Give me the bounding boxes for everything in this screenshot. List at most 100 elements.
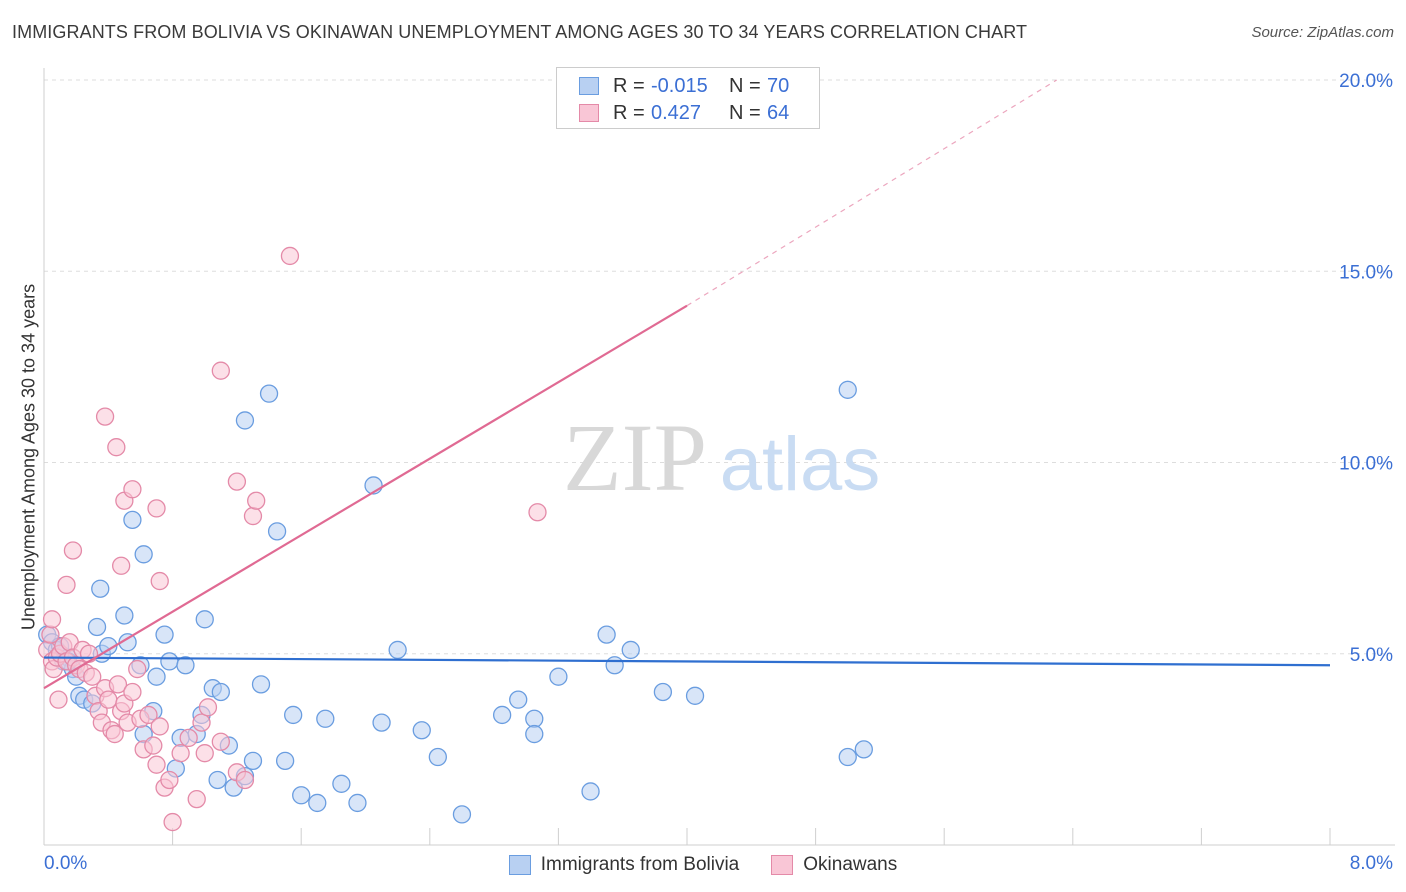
data-point bbox=[107, 438, 126, 457]
data-point bbox=[211, 732, 230, 751]
legend-row-okinawans: R = 0.427 N = 64 bbox=[579, 100, 789, 126]
data-point bbox=[259, 384, 279, 403]
y-axis-label: Unemployment Among Ages 30 to 34 years bbox=[18, 283, 39, 631]
data-point bbox=[428, 747, 447, 767]
data-point bbox=[581, 782, 600, 801]
data-point bbox=[195, 744, 214, 763]
watermark-zip: ZIP bbox=[563, 404, 707, 511]
data-point bbox=[854, 740, 873, 759]
data-point bbox=[275, 751, 295, 770]
data-point bbox=[115, 606, 134, 625]
axes bbox=[43, 68, 1395, 846]
trend-line-bolivia bbox=[43, 656, 1331, 667]
data-point bbox=[83, 667, 102, 686]
data-point bbox=[139, 705, 158, 725]
legend-item-okinawans[interactable]: Okinawans bbox=[771, 854, 897, 876]
x-tick-label: 0.0% bbox=[44, 853, 87, 874]
data-point bbox=[284, 705, 303, 725]
data-point bbox=[91, 579, 110, 598]
data-point bbox=[332, 774, 351, 793]
data-point bbox=[160, 770, 179, 790]
data-point bbox=[108, 675, 128, 694]
data-point bbox=[150, 717, 169, 736]
data-point bbox=[292, 786, 311, 805]
r-value-bolivia: -0.015 bbox=[651, 74, 708, 97]
data-point bbox=[144, 736, 163, 755]
data-point bbox=[621, 640, 640, 660]
data-point bbox=[251, 675, 271, 694]
n-label: N = bbox=[729, 74, 761, 97]
legend-swatch-bolivia bbox=[579, 77, 599, 95]
y-tick-label: 20.0% bbox=[1339, 71, 1393, 92]
trend-line-okinawans-extension bbox=[686, 79, 1058, 307]
data-point bbox=[79, 644, 99, 663]
data-point bbox=[316, 709, 335, 728]
data-point bbox=[163, 812, 182, 832]
y-tick-label: 10.0% bbox=[1339, 454, 1393, 475]
data-point bbox=[155, 625, 174, 644]
data-point bbox=[192, 713, 211, 732]
legend-item-bolivia[interactable]: Immigrants from Bolivia bbox=[508, 854, 740, 876]
data-point bbox=[509, 690, 528, 709]
data-point bbox=[95, 407, 115, 426]
correlation-legend: R = -0.015 N = 70 R = 0.427 N = 64 bbox=[556, 67, 820, 129]
data-point bbox=[280, 246, 300, 266]
axis-tick-labels: 5.0% 10.0% 15.0% 20.0% 0.0% 8.0% bbox=[44, 71, 1393, 874]
data-point bbox=[195, 610, 214, 629]
data-point bbox=[211, 682, 230, 702]
data-point bbox=[372, 713, 391, 732]
data-point bbox=[412, 721, 431, 740]
data-point bbox=[147, 755, 166, 774]
watermark: ZIP atlas bbox=[563, 404, 880, 511]
data-point bbox=[128, 659, 147, 679]
data-point bbox=[227, 472, 247, 491]
data-point bbox=[87, 617, 107, 637]
data-point bbox=[49, 690, 68, 709]
data-point bbox=[150, 571, 169, 591]
data-point bbox=[42, 610, 62, 629]
x-tick-label: 8.0% bbox=[1350, 853, 1393, 874]
data-point bbox=[179, 728, 198, 748]
data-point bbox=[112, 556, 131, 575]
y-tick-label: 5.0% bbox=[1350, 645, 1393, 666]
data-point bbox=[105, 724, 124, 744]
n-value-bolivia: 70 bbox=[767, 74, 790, 97]
data-point bbox=[243, 506, 263, 526]
legend-row-bolivia: R = -0.015 N = 70 bbox=[579, 73, 789, 99]
data-point bbox=[123, 682, 142, 702]
legend-label-okinawans: Okinawans bbox=[803, 854, 898, 875]
data-point bbox=[208, 770, 227, 790]
n-label: N = bbox=[729, 101, 761, 124]
trend-line-okinawans bbox=[43, 304, 688, 690]
data-point bbox=[147, 667, 166, 686]
source-label: Source: ZipAtlas.com bbox=[1251, 24, 1394, 41]
data-point bbox=[525, 709, 544, 728]
r-value-okinawans: 0.427 bbox=[651, 101, 702, 124]
data-point bbox=[160, 652, 179, 671]
data-point bbox=[452, 805, 472, 824]
data-point bbox=[198, 698, 218, 717]
data-point bbox=[235, 770, 255, 790]
r-label: R = bbox=[613, 101, 645, 124]
data-point bbox=[247, 491, 266, 510]
legend-label-bolivia: Immigrants from Bolivia bbox=[540, 854, 740, 875]
legend-swatch-bolivia bbox=[508, 855, 531, 875]
data-point bbox=[63, 541, 83, 560]
n-value-okinawans: 64 bbox=[767, 101, 790, 124]
data-point bbox=[57, 575, 76, 595]
y-tick-label: 15.0% bbox=[1339, 262, 1393, 283]
data-point bbox=[597, 625, 616, 644]
data-point bbox=[235, 411, 255, 430]
series-legend: Immigrants from Bolivia Okinawans bbox=[0, 852, 1406, 878]
data-point bbox=[123, 510, 142, 530]
data-point bbox=[525, 724, 544, 744]
data-point bbox=[176, 656, 195, 675]
data-point bbox=[243, 751, 263, 770]
data-point bbox=[348, 793, 367, 813]
data-point bbox=[685, 686, 705, 705]
data-point bbox=[653, 682, 673, 702]
data-point bbox=[605, 656, 624, 675]
data-point bbox=[267, 522, 287, 541]
data-points bbox=[38, 246, 873, 832]
